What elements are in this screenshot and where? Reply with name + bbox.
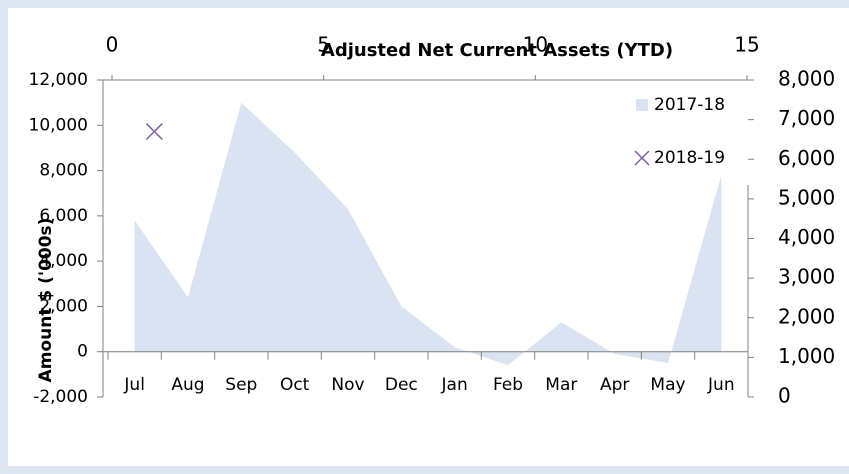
legend-bg <box>652 92 748 118</box>
x-tick-label: Jan <box>441 375 468 395</box>
y2-tick-label: 7,000 <box>778 106 835 130</box>
y2-tick-label: 1,000 <box>778 344 835 368</box>
y2-tick-label: 0 <box>778 384 791 408</box>
x-tick-label: Jul <box>123 375 145 395</box>
y-axis-title: Amount $ ('000s) <box>36 218 56 383</box>
x-tick-label: Sep <box>225 375 257 395</box>
chart-title: Adjusted Net Current Assets (YTD) <box>321 40 673 61</box>
x2-tick-label: 15 <box>734 33 759 57</box>
y2-tick-label: 4,000 <box>778 225 835 249</box>
y-tick-label: -2,000 <box>33 387 88 407</box>
x2-tick-label: 10 <box>523 33 548 57</box>
x-tick-label: Feb <box>493 375 523 395</box>
x-tick-label: Dec <box>385 375 418 395</box>
y2-tick-label: 3,000 <box>778 265 835 289</box>
y2-tick-label: 5,000 <box>778 185 835 209</box>
x2-tick-label: 5 <box>317 33 330 57</box>
y2-tick-label: 6,000 <box>778 146 835 170</box>
y-tick-label: 8,000 <box>39 161 88 181</box>
legend-swatch <box>636 99 648 111</box>
y-tick-label: 0 <box>77 342 88 362</box>
y2-tick-label: 8,000 <box>778 67 835 91</box>
y2-tick-label: 2,000 <box>778 304 835 328</box>
x-tick-label: Aug <box>171 375 204 395</box>
marker <box>145 122 163 141</box>
x-tick-label: Apr <box>600 375 629 395</box>
x-tick-label: May <box>650 375 685 395</box>
area <box>134 102 722 366</box>
y-tick-label: 4,000 <box>39 251 88 271</box>
x-tick-label: Jun <box>707 375 735 395</box>
legend-swatch <box>634 150 650 166</box>
y-tick-label: 10,000 <box>29 115 88 135</box>
y-tick-label: 2,000 <box>39 296 88 316</box>
y-tick-label: 6,000 <box>39 206 88 226</box>
x2-tick-label: 0 <box>106 33 119 57</box>
legend-bg <box>652 145 748 171</box>
y-tick-label: 12,000 <box>29 70 88 90</box>
legend-label: 2017-18 <box>654 95 725 115</box>
x-tick-label: Mar <box>545 375 577 395</box>
x-tick-label: Nov <box>331 375 364 395</box>
legend-label: 2018-19 <box>654 148 725 168</box>
x-tick-label: Oct <box>280 375 310 395</box>
chart-area <box>8 8 849 466</box>
